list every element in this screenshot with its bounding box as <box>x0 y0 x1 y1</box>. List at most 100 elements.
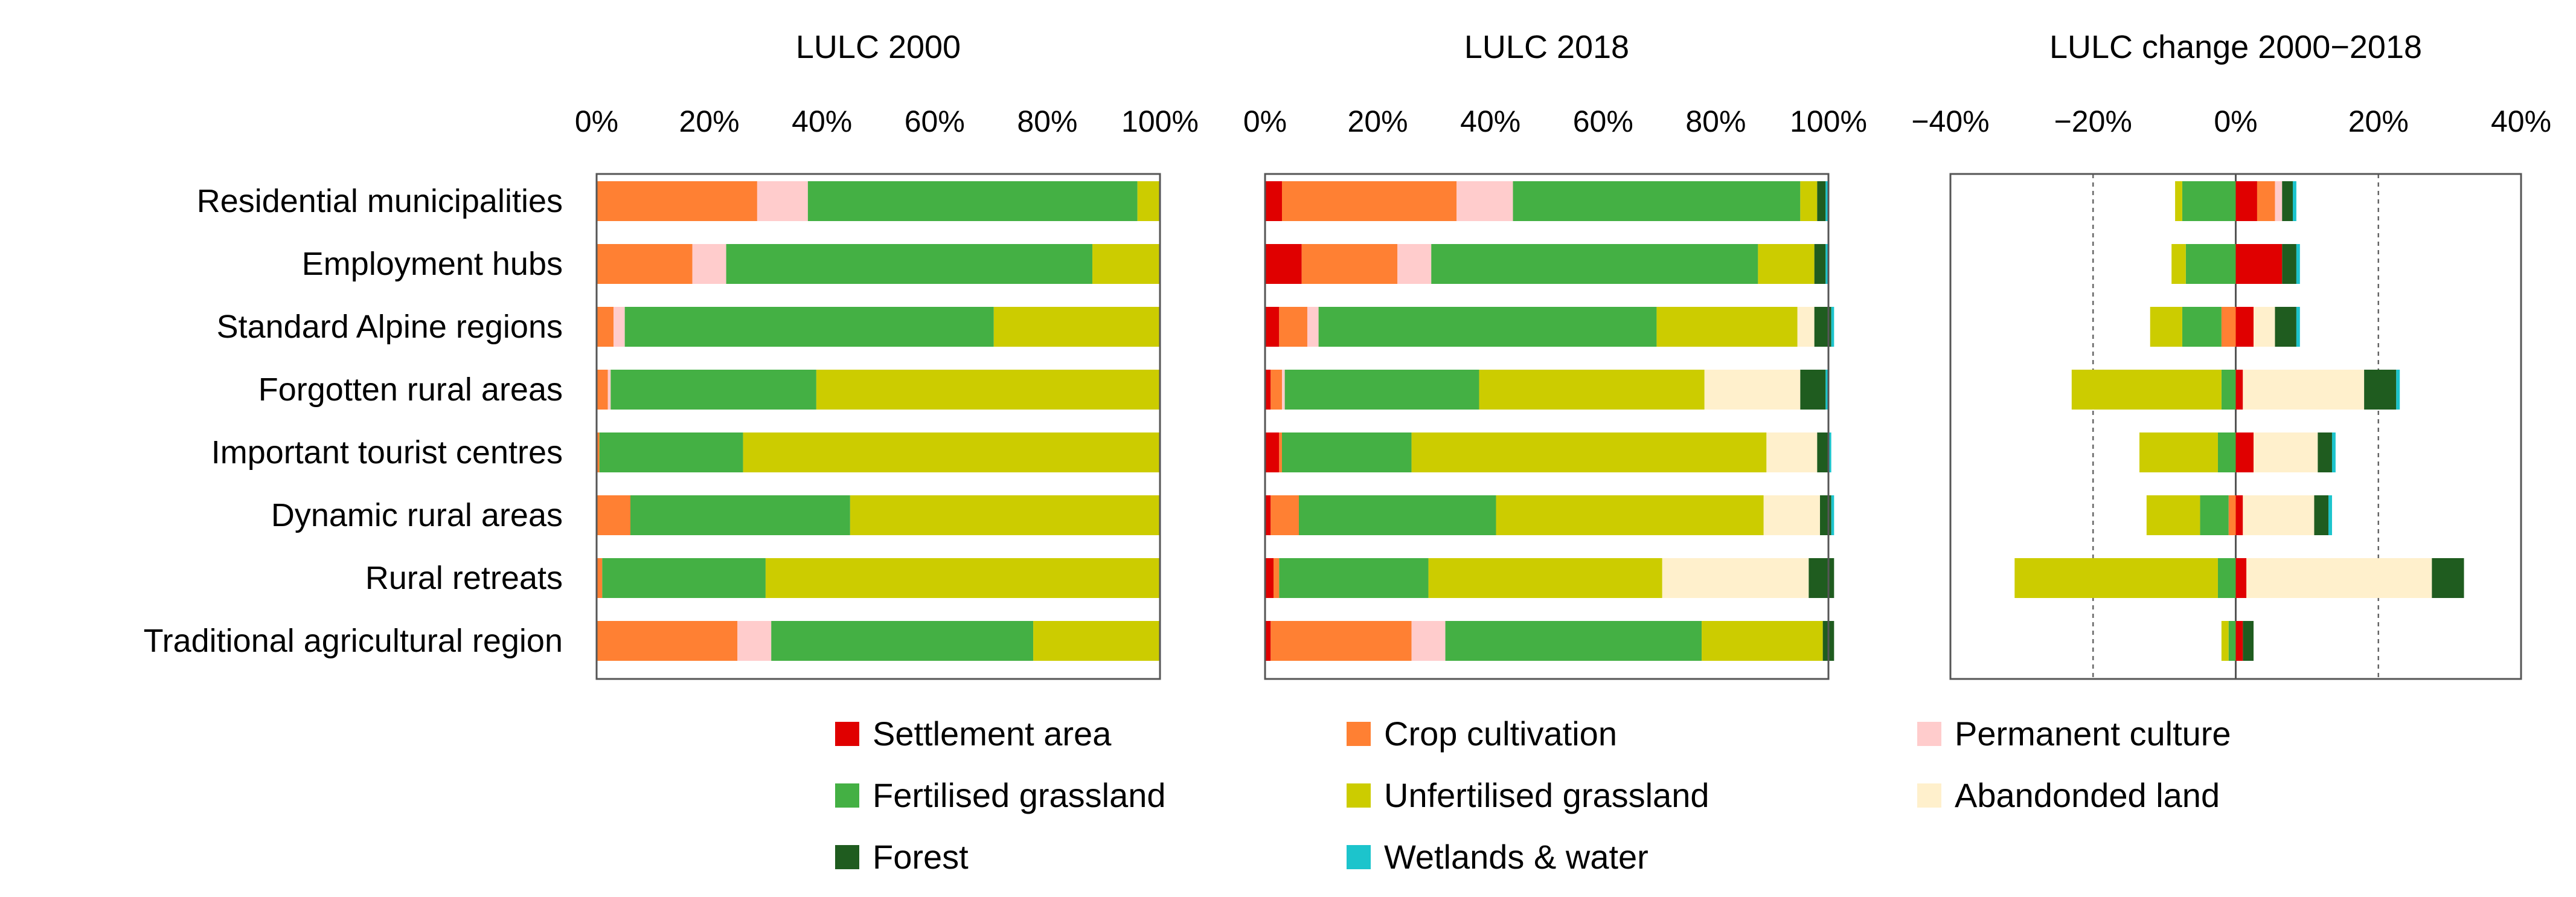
tick-label: 80% <box>1685 104 1746 138</box>
bar-segment-wetlands <box>1825 181 1828 221</box>
legend-item-fertilised: Fertilised grassland <box>835 776 1166 814</box>
bar-segment-wetlands <box>1825 244 1828 284</box>
bar-segment-crop <box>1279 432 1282 472</box>
bar-segment-permanent <box>737 621 772 661</box>
bar-segment-settlement <box>2235 495 2243 535</box>
bar-segment-unfertilised <box>1137 181 1160 221</box>
bar-segment-fertilised <box>2228 621 2236 661</box>
bar-segment-unfertilised <box>850 495 1160 535</box>
tick-label: 0% <box>1243 104 1287 138</box>
panel-1: LULC 2000 0% 20% 40% 60% 80% 100% <box>575 29 1199 680</box>
bar-segment-wetlands <box>1831 307 1834 347</box>
bar-segment-settlement <box>2235 370 2243 410</box>
tick-label: 80% <box>1017 104 1077 138</box>
legend-item-settlement: Settlement area <box>835 715 1112 753</box>
bar-segment-unfertilised <box>2175 181 2182 221</box>
legend-label: Permanent culture <box>1955 715 2231 753</box>
bar-segment-wetlands <box>2396 370 2400 410</box>
bar-segment-forest <box>2432 558 2464 598</box>
bar-segment-unfertilised <box>1496 495 1764 535</box>
tick-label: 60% <box>1573 104 1633 138</box>
bar-segment-fertilised <box>2182 307 2222 347</box>
legend-label: Abandonded land <box>1955 776 2220 814</box>
legend-swatch <box>1347 783 1371 808</box>
legend-label: Forest <box>873 838 969 876</box>
bar-segment-permanent <box>1307 307 1319 347</box>
bar-segment-unfertilised <box>816 370 1160 410</box>
bar-segment-crop <box>597 558 603 598</box>
bar-segment-permanent <box>1397 244 1432 284</box>
legend-item-permanent: Permanent culture <box>1917 715 2231 753</box>
category-labels: Residential municipalities Employment hub… <box>144 183 563 659</box>
bar-segment-settlement <box>1265 558 1274 598</box>
bar-segment-wetlands <box>2296 244 2300 284</box>
category-label: Traditional agricultural region <box>144 623 563 659</box>
bar-segment-fertilised <box>1298 495 1496 535</box>
tick-label: 0% <box>2214 104 2257 138</box>
bar-segment-settlement <box>1265 307 1280 347</box>
panel-3: LULC change 2000−2018 −40% −20% 0% 20% 40% <box>1911 29 2551 680</box>
bar-segment-abandoned <box>2243 370 2365 410</box>
bar-segment-permanent <box>1456 181 1513 221</box>
bar-segment-forest <box>2282 244 2296 284</box>
bar-segment-wetlands <box>1828 432 1831 472</box>
panel-title: LULC change 2000−2018 <box>2049 29 2422 65</box>
legend-label: Wetlands & water <box>1384 838 1648 876</box>
bar-segment-unfertilised <box>743 432 1160 472</box>
bar-segment-settlement <box>2235 621 2243 661</box>
bar-segment-wetlands <box>2293 181 2296 221</box>
bar-segment-fertilised <box>602 558 766 598</box>
bar-segment-crop <box>1270 495 1299 535</box>
bar-segment-crop <box>597 181 757 221</box>
bar-segment-unfertilised <box>765 558 1160 598</box>
bar-segment-permanent <box>1281 370 1285 410</box>
panel-2: LULC 2018 0% 20% 40% 60% 80% 100% <box>1243 29 1867 680</box>
bar-segment-fertilised <box>624 307 994 347</box>
bar-segment-settlement <box>2235 432 2254 472</box>
bar-segment-unfertilised <box>993 307 1160 347</box>
bar-segment-unfertilised <box>1656 307 1798 347</box>
legend-item-forest: Forest <box>835 838 969 876</box>
category-label: Dynamic rural areas <box>271 497 563 533</box>
bar-segment-abandoned <box>2246 558 2432 598</box>
bar-segment-forest <box>1800 370 1826 410</box>
bar-segment-crop <box>2228 495 2236 535</box>
bar-segment-forest <box>2275 307 2296 347</box>
bar-segment-crop <box>1270 370 1282 410</box>
bar-segment-fertilised <box>1431 244 1758 284</box>
bar-segment-unfertilised <box>2139 432 2218 472</box>
bar-segment-fertilised <box>1281 432 1412 472</box>
bar-segment-fertilised <box>1445 621 1702 661</box>
bar-segment-unfertilised <box>1479 370 1705 410</box>
legend-label: Settlement area <box>873 715 1112 753</box>
legend-label: Fertilised grassland <box>873 776 1166 814</box>
bar-segment-fertilised <box>726 244 1093 284</box>
bar-segment-fertilised <box>1279 558 1429 598</box>
chart-panels: LULC 2000 0% 20% 40% 60% 80% 100% LULC 2018 0% 20… <box>575 29 2551 680</box>
bar-segment-wetlands <box>1825 370 1828 410</box>
tick-label: 0% <box>575 104 618 138</box>
legend-swatch <box>835 783 859 808</box>
bar-segment-fertilised <box>2221 370 2236 410</box>
legend-swatch <box>1347 845 1371 869</box>
category-label: Important tourist centres <box>211 434 563 471</box>
bar-segment-crop <box>597 621 738 661</box>
bar-segment-fertilised <box>2217 432 2236 472</box>
bar-segment-forest <box>2314 495 2329 535</box>
bar-segment-unfertilised <box>1702 621 1823 661</box>
bar-segment-settlement <box>2235 244 2283 284</box>
bar-segment-unfertilised <box>1758 244 1815 284</box>
bar-segment-unfertilised <box>2171 244 2186 284</box>
bar-segment-crop <box>597 244 693 284</box>
legend-item-wetlands: Wetlands & water <box>1347 838 1648 876</box>
bar-segment-fertilised <box>2185 244 2236 284</box>
bar-segment-fertilised <box>771 621 1034 661</box>
plot-frame <box>595 173 1161 680</box>
bar-segment-crop <box>1270 621 1412 661</box>
bar-segment-wetlands <box>2331 432 2336 472</box>
bar-segment-unfertilised <box>1428 558 1662 598</box>
bar-segment-abandoned <box>1797 307 1815 347</box>
plot-frame <box>1264 173 1830 680</box>
bar-segment-fertilised <box>610 370 816 410</box>
